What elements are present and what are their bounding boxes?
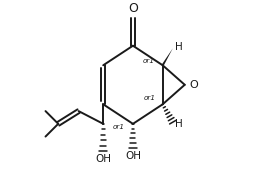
Text: OH: OH bbox=[125, 151, 141, 161]
Text: O: O bbox=[189, 80, 198, 90]
Text: or1: or1 bbox=[113, 124, 124, 130]
Text: H: H bbox=[175, 119, 183, 129]
Text: OH: OH bbox=[95, 154, 111, 164]
Text: or1: or1 bbox=[143, 58, 155, 64]
Text: H: H bbox=[175, 42, 183, 53]
Polygon shape bbox=[162, 48, 173, 66]
Text: or1: or1 bbox=[144, 95, 156, 101]
Text: O: O bbox=[128, 2, 138, 15]
